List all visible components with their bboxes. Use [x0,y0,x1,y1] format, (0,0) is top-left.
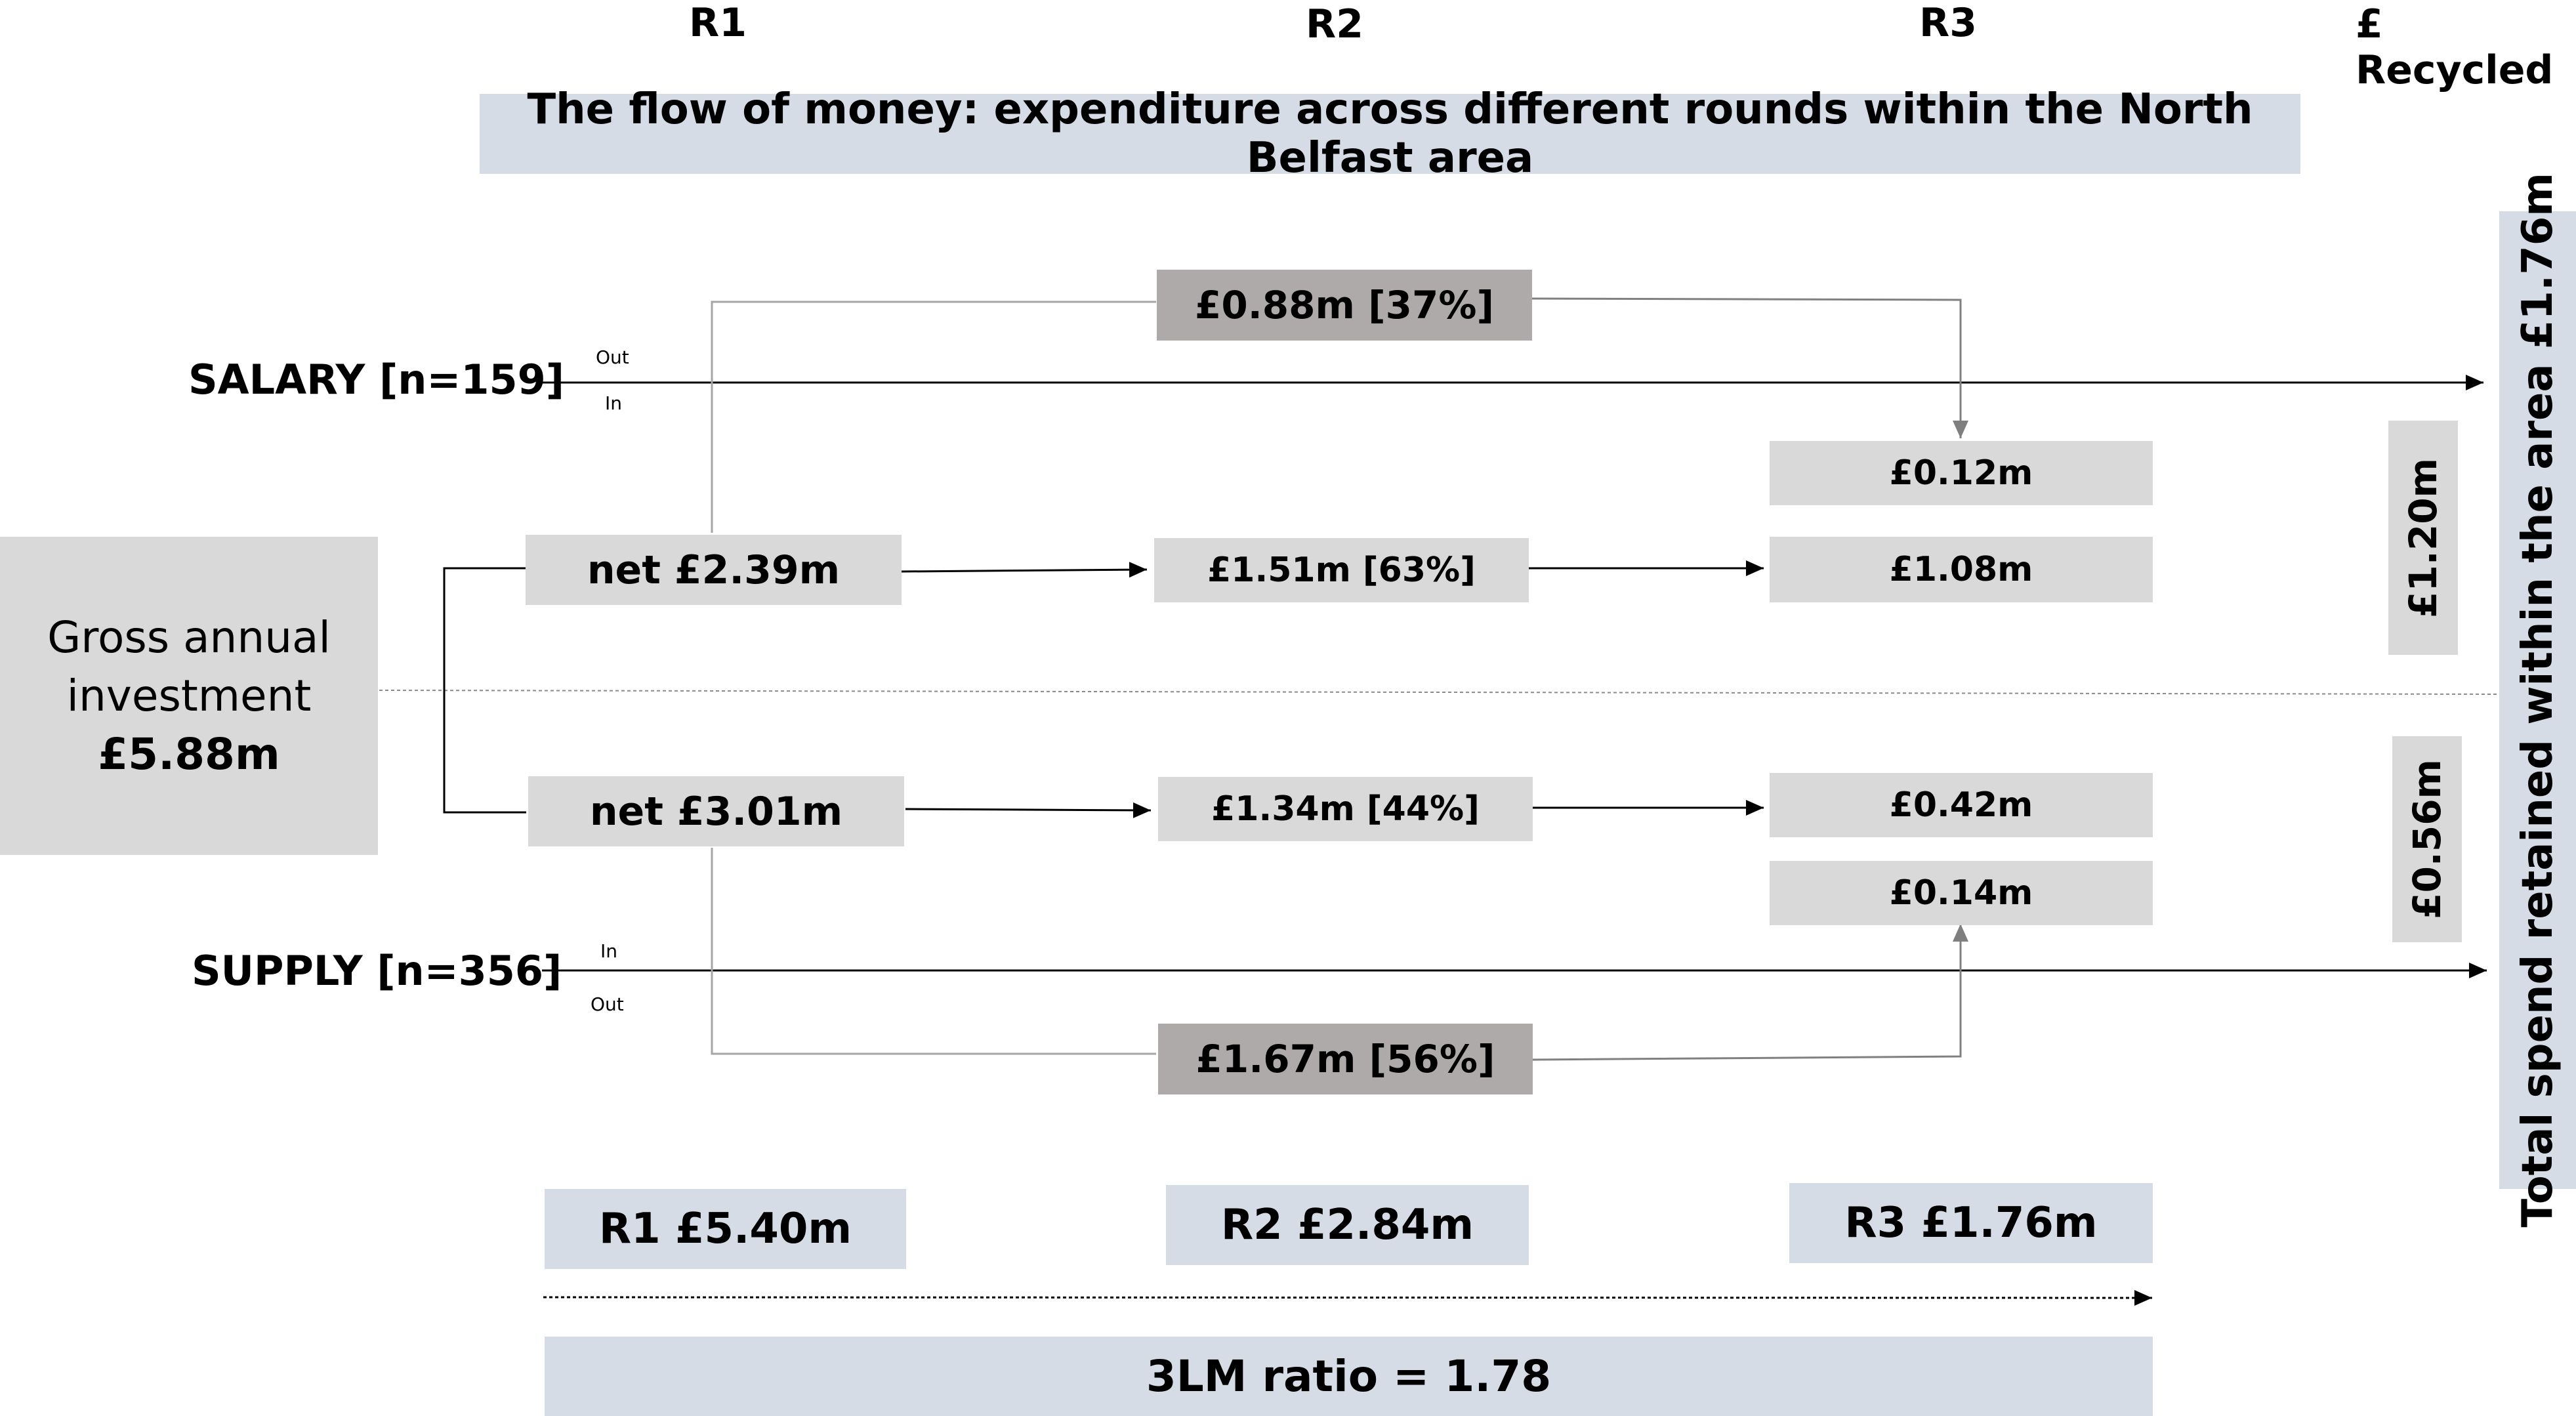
salary-leakage-box: £0.88m [37%] [1157,270,1532,341]
r3-total-box: R3 £1.76m [1789,1183,2153,1263]
salary-recycled-box: £1.20m [2388,421,2458,655]
total-retained-text: Total spend retained within the area £1.… [2513,173,2562,1228]
r2-total-box: R2 £2.84m [1166,1185,1529,1265]
supply-r2-box: £1.34m [44%] [1158,777,1533,841]
gross-line1: Gross annual [47,612,331,663]
total-retained-banner: Total spend retained within the area £1.… [2499,173,2576,1228]
diagram-title: The flow of money: expenditure across di… [480,85,2300,182]
supply-leakage-box: £1.67m [56%] [1158,1024,1533,1094]
title-text: The flow of money: expenditure across di… [527,85,2253,182]
salary-label: SALARY [n=159] [188,356,565,404]
salary-leakage-loop [711,301,1156,533]
gross-value: £5.88m [98,729,280,780]
supply-r3-box: £0.42m [1770,773,2153,837]
salary-out-label: Out [596,346,629,368]
supply-r3-return-box: £0.14m [1770,861,2153,925]
supply-recycled-value: £0.56m [2405,759,2449,919]
salary-net-box: net £2.39m [526,535,902,605]
supply-in-label: In [600,940,618,962]
ratio-bar: 3LM ratio = 1.78 [545,1337,2153,1416]
salary-recycled-value: £1.20m [2401,457,2445,618]
supply-net-box: net £3.01m [528,776,904,846]
salary-in-label: In [605,392,623,414]
gross-split-bracket [443,567,526,814]
salary-return-loop [1531,297,1968,438]
supply-out-label: Out [591,993,624,1015]
column-header-r3: R3 [1919,0,1977,46]
divider-line [379,690,2501,695]
salary-r3-box: £1.08m [1770,537,2153,602]
supply-label: SUPPLY [n=356] [192,947,562,995]
column-header-r1: R1 [689,0,747,46]
gross-line2: investment [66,670,312,721]
supply-return-loop [1531,924,1968,1061]
r1-total-box: R1 £5.40m [545,1189,906,1269]
salary-r3-return-box: £0.12m [1770,441,2153,505]
salary-r1-r2-arrow [901,562,1148,578]
supply-recycled-box: £0.56m [2392,736,2462,942]
column-header-r2: R2 [1306,1,1363,47]
gross-investment-box: Gross annual investment £5.88m [0,537,378,855]
rounds-timeline [543,1289,2153,1306]
salary-r2-box: £1.51m [63%] [1154,538,1529,602]
supply-r1-r2-arrow [905,802,1152,818]
supply-leakage-loop [711,848,1156,1055]
column-header-recycled: £ Recycled [2356,1,2554,93]
